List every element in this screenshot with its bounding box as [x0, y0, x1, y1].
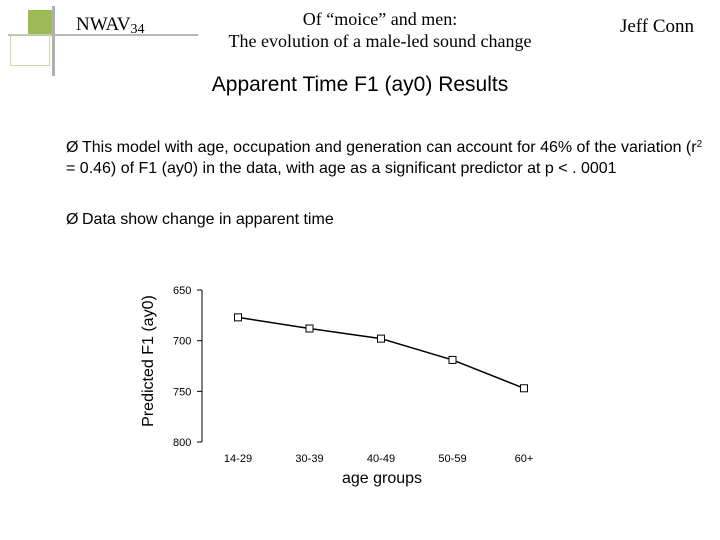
decor-green-square [28, 10, 52, 34]
y-tick-label: 650 [173, 285, 191, 297]
x-tick-label: 50-59 [438, 453, 466, 465]
x-tick-label: 14-29 [224, 453, 252, 465]
y-tick-label: 700 [173, 336, 191, 348]
conference-label: NWAV34 [76, 14, 145, 37]
title-line-1: Of “moice” and men: [302, 9, 458, 29]
data-point [377, 334, 385, 343]
y-axis-label: Predicted F1 (ay0) [140, 295, 157, 427]
x-axis-label: age groups [342, 470, 422, 487]
x-tick-label: 40-49 [367, 453, 395, 465]
title-line-2: The evolution of a male-led sound change [228, 31, 532, 51]
bullet-apparent-time: Ø Data show change in apparent time [66, 211, 334, 228]
slide-heading: Apparent Time F1 (ay0) Results [211, 73, 509, 96]
decor-outline-square [10, 34, 50, 66]
series-line [237, 316, 525, 389]
bullet-model-summary: Ø This model with age, occupation and gen… [66, 139, 703, 177]
y-tick-label: 750 [173, 386, 191, 398]
author-name: Jeff Conn [619, 16, 694, 37]
y-tick-label: 800 [173, 437, 191, 449]
data-point [305, 324, 314, 333]
bullet-arrow-icon: Ø [66, 139, 79, 156]
x-tick-label: 60+ [515, 453, 534, 465]
bullet-arrow-icon: Ø [66, 211, 79, 228]
decor-vertical-line [52, 6, 55, 76]
data-point [448, 355, 457, 364]
x-tick-label: 30-39 [295, 453, 323, 465]
decor-horizontal-line [8, 34, 198, 36]
data-point [234, 313, 242, 322]
data-point [520, 384, 528, 393]
presentation-title: Of “moice” and men: The evolution of a m… [180, 8, 580, 52]
